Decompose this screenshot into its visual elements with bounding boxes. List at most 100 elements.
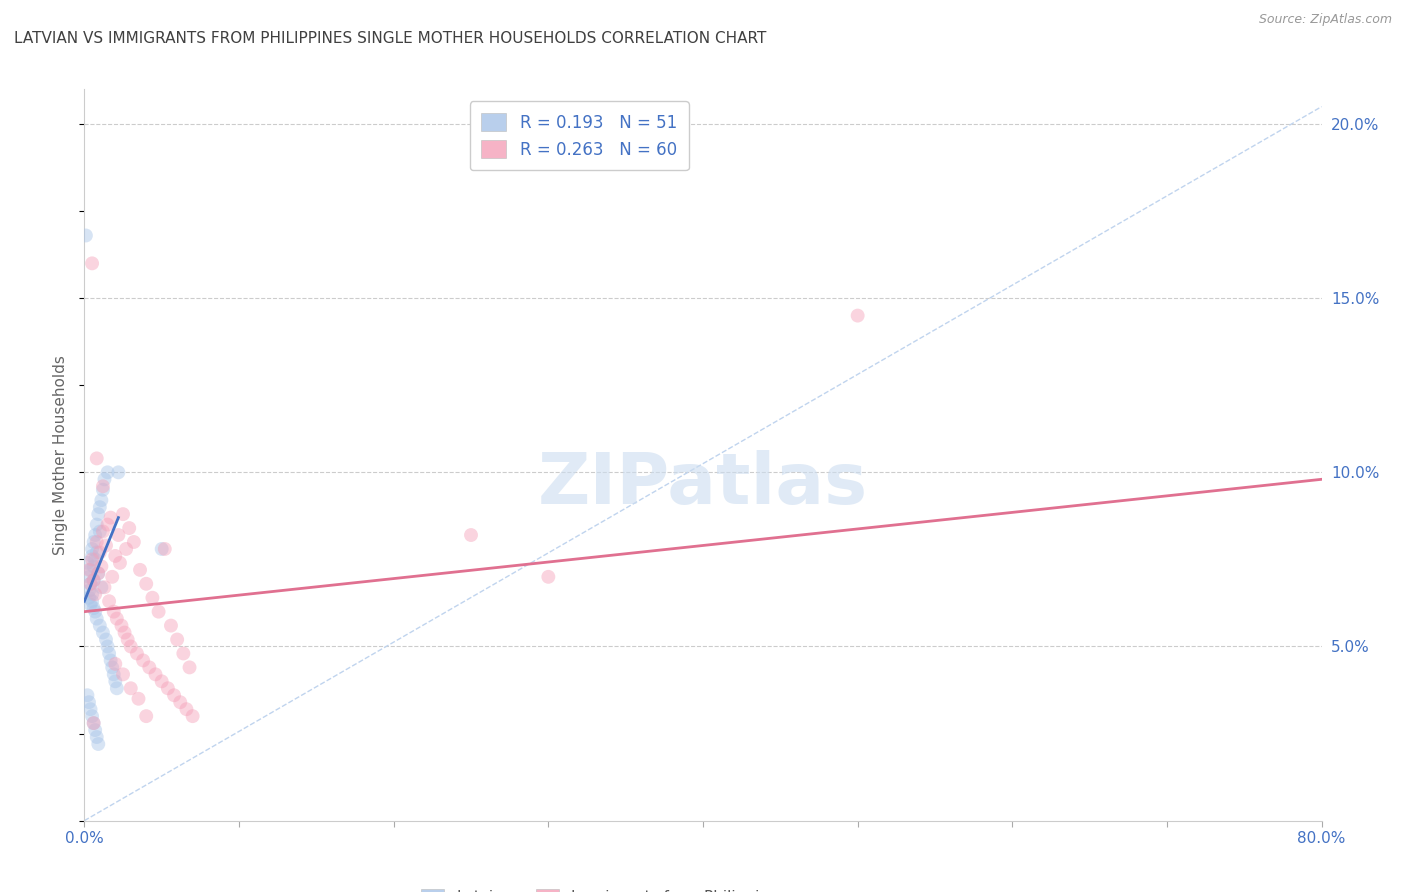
Point <box>84 723 107 737</box>
Point <box>84 587 107 601</box>
Point <box>84 552 107 566</box>
Point <box>107 528 129 542</box>
Point <box>125 647 148 661</box>
Point <box>77 591 100 605</box>
Point <box>82 594 104 608</box>
Point <box>145 667 167 681</box>
Point <box>83 535 105 549</box>
Point <box>129 563 152 577</box>
Point <box>115 541 138 556</box>
Point <box>89 500 111 515</box>
Point <box>91 483 114 497</box>
Point <box>101 570 124 584</box>
Text: ZIPatlas: ZIPatlas <box>538 450 868 518</box>
Text: Source: ZipAtlas.com: Source: ZipAtlas.com <box>1258 13 1392 27</box>
Point <box>537 570 560 584</box>
Point <box>104 674 127 689</box>
Point <box>166 632 188 647</box>
Point <box>87 507 110 521</box>
Point <box>105 612 128 626</box>
Point <box>117 632 139 647</box>
Point <box>118 521 141 535</box>
Point <box>141 591 163 605</box>
Point <box>82 709 104 723</box>
Point <box>172 647 194 661</box>
Text: LATVIAN VS IMMIGRANTS FROM PHILIPPINES SINGLE MOTHER HOUSEHOLDS CORRELATION CHAR: LATVIAN VS IMMIGRANTS FROM PHILIPPINES S… <box>14 31 766 46</box>
Point <box>181 709 204 723</box>
Point <box>89 618 111 632</box>
Point <box>86 535 108 549</box>
Point <box>87 566 110 581</box>
Point <box>90 580 112 594</box>
Point <box>84 605 107 619</box>
Point <box>98 647 121 661</box>
Point <box>83 716 105 731</box>
Point <box>101 660 124 674</box>
Point <box>97 640 120 654</box>
Point <box>79 576 101 591</box>
Point <box>75 228 97 243</box>
Point <box>120 681 142 696</box>
Point <box>91 479 114 493</box>
Point <box>79 702 101 716</box>
Point <box>86 730 108 744</box>
Point <box>94 632 117 647</box>
Point <box>163 688 186 702</box>
Point <box>179 660 201 674</box>
Point <box>108 556 131 570</box>
Point <box>107 466 129 480</box>
Point <box>110 618 132 632</box>
Point <box>83 601 105 615</box>
Point <box>156 681 179 696</box>
Point <box>76 556 98 570</box>
Point <box>83 574 105 588</box>
Point <box>150 674 173 689</box>
Point <box>138 660 160 674</box>
Point <box>97 517 120 532</box>
Point <box>79 576 101 591</box>
Point <box>150 541 173 556</box>
Point <box>77 570 100 584</box>
Point <box>91 625 114 640</box>
Point <box>82 552 104 566</box>
Point <box>79 598 101 612</box>
Point <box>103 667 125 681</box>
Point <box>86 517 108 532</box>
Point <box>120 640 142 654</box>
Point <box>128 691 150 706</box>
Point <box>93 580 115 594</box>
Point <box>105 681 128 696</box>
Point <box>112 667 135 681</box>
Point <box>86 545 108 559</box>
Point <box>846 309 869 323</box>
Point <box>90 559 112 574</box>
Point <box>82 587 104 601</box>
Point <box>122 535 145 549</box>
Legend: Latvians, Immigrants from Philippines: Latvians, Immigrants from Philippines <box>412 880 796 892</box>
Point <box>460 528 482 542</box>
Point <box>89 524 111 539</box>
Point <box>91 524 114 539</box>
Point <box>160 618 183 632</box>
Point <box>87 737 110 751</box>
Point <box>100 653 122 667</box>
Point <box>76 688 98 702</box>
Point <box>77 583 100 598</box>
Point <box>86 451 108 466</box>
Point <box>148 605 170 619</box>
Y-axis label: Single Mother Households: Single Mother Households <box>53 355 69 555</box>
Point <box>94 539 117 553</box>
Point <box>98 594 121 608</box>
Point <box>135 709 157 723</box>
Point <box>77 695 100 709</box>
Point <box>104 549 127 563</box>
Point <box>100 510 122 524</box>
Point <box>114 625 136 640</box>
Point <box>176 702 198 716</box>
Point <box>82 541 104 556</box>
Point <box>79 563 101 577</box>
Point <box>90 493 112 508</box>
Point <box>83 574 105 588</box>
Point <box>112 507 135 521</box>
Point <box>89 545 111 559</box>
